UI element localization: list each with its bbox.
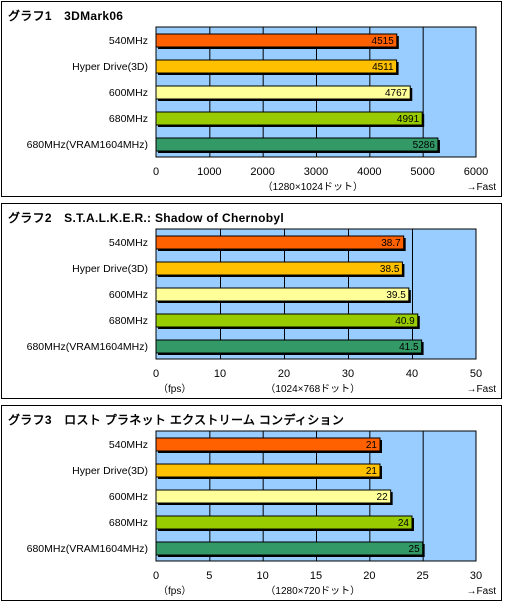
tick-label: 40 bbox=[406, 368, 418, 380]
category-label: 540MHz bbox=[109, 35, 148, 47]
category-label: 540MHz bbox=[109, 237, 148, 249]
resolution-label: （1280×720ドット） bbox=[265, 585, 360, 597]
tick-label: 3000 bbox=[304, 166, 328, 178]
tick-label: 25 bbox=[417, 570, 429, 582]
category-label: Hyper Drive(3D) bbox=[72, 263, 148, 275]
bar bbox=[155, 85, 411, 100]
tick-label: 15 bbox=[310, 570, 322, 582]
data-label: 5286 bbox=[413, 140, 436, 151]
chart-title: グラフ2 S.T.A.L.K.E.R.: Shadow of Chernobyl bbox=[8, 211, 285, 225]
tick-label: 6000 bbox=[464, 166, 488, 178]
bar bbox=[155, 339, 423, 354]
data-label: 25 bbox=[409, 544, 421, 555]
bar bbox=[155, 137, 439, 152]
chart-panel-3: グラフ3 ロスト プラネット エクストリーム コンディション 21 540MHz 2… bbox=[1, 405, 502, 601]
tick-label: 0 bbox=[153, 368, 159, 380]
tick-label: 20 bbox=[278, 368, 290, 380]
bar bbox=[155, 111, 423, 126]
data-label: 21 bbox=[366, 440, 378, 451]
category-label: 600MHz bbox=[109, 491, 148, 503]
tick-label: 20 bbox=[363, 570, 375, 582]
data-label: 40.9 bbox=[395, 316, 415, 327]
bar-chart: 38.7 540MHz 38.5 Hyper Drive(3D) 39.5 600MHz 4… bbox=[27, 228, 497, 395]
tick-label: 5 bbox=[206, 570, 212, 582]
chart-title: グラフ3 ロスト プラネット エクストリーム コンディション bbox=[8, 413, 345, 427]
bar bbox=[155, 59, 398, 74]
bar bbox=[155, 541, 424, 556]
data-label: 4991 bbox=[397, 114, 420, 125]
tick-label: 0 bbox=[153, 570, 159, 582]
data-label: 4511 bbox=[372, 62, 394, 73]
tick-label: 5000 bbox=[410, 166, 434, 178]
tick-label: 50 bbox=[470, 368, 482, 380]
unit-label: （fps） bbox=[158, 383, 191, 395]
unit-label: （fps） bbox=[158, 585, 191, 597]
bar-chart: 4515 540MHz 4511 Hyper Drive(3D) 4767 600MHz 4… bbox=[27, 26, 497, 193]
data-label: 39.5 bbox=[386, 290, 406, 301]
direction-label: →Fast bbox=[467, 384, 497, 395]
tick-label: 10 bbox=[257, 570, 269, 582]
bar bbox=[155, 33, 398, 48]
data-label: 38.7 bbox=[381, 238, 401, 249]
data-label: 41.5 bbox=[399, 342, 419, 353]
bar bbox=[155, 287, 410, 302]
category-label: Hyper Drive(3D) bbox=[72, 465, 148, 477]
bar bbox=[155, 463, 381, 478]
category-label: 600MHz bbox=[109, 87, 148, 99]
category-label: 540MHz bbox=[109, 439, 148, 451]
category-label: 680MHz bbox=[109, 517, 148, 529]
data-label: 24 bbox=[398, 518, 410, 529]
data-label: 38.5 bbox=[380, 264, 400, 275]
tick-label: 1000 bbox=[197, 166, 221, 178]
bar bbox=[155, 515, 413, 530]
tick-label: 10 bbox=[214, 368, 226, 380]
chart-panel-1: グラフ1 3DMark06 4515 540MHz 4511 Hyper Drive(… bbox=[1, 1, 502, 197]
category-label: 680MHz(VRAM1604MHz) bbox=[27, 139, 148, 151]
data-label: 22 bbox=[377, 492, 389, 503]
tick-label: 0 bbox=[153, 166, 159, 178]
category-label: 680MHz bbox=[109, 113, 148, 125]
chart-title: グラフ1 3DMark06 bbox=[8, 9, 124, 23]
resolution-label: （1280×1024ドット） bbox=[263, 181, 363, 193]
chart-panel-2: グラフ2 S.T.A.L.K.E.R.: Shadow of Chernobyl… bbox=[1, 203, 502, 399]
bar bbox=[155, 437, 381, 452]
tick-label: 2000 bbox=[250, 166, 274, 178]
data-label: 21 bbox=[366, 466, 378, 477]
data-label: 4515 bbox=[372, 36, 395, 47]
resolution-label: （1024×768ドット） bbox=[265, 383, 360, 395]
data-label: 4767 bbox=[385, 88, 408, 99]
direction-label: →Fast bbox=[467, 182, 497, 193]
tick-label: 30 bbox=[470, 570, 482, 582]
category-label: 600MHz bbox=[109, 289, 148, 301]
bar bbox=[155, 261, 403, 276]
category-label: 680MHz(VRAM1604MHz) bbox=[27, 341, 148, 353]
bar-chart: 21 540MHz 21 Hyper Drive(3D) 22 600MHz 24 680MH… bbox=[27, 430, 497, 597]
tick-label: 30 bbox=[342, 368, 354, 380]
category-label: Hyper Drive(3D) bbox=[72, 61, 148, 73]
category-label: 680MHz(VRAM1604MHz) bbox=[27, 543, 148, 555]
tick-label: 4000 bbox=[357, 166, 381, 178]
direction-label: →Fast bbox=[467, 586, 497, 597]
bar bbox=[155, 313, 419, 328]
bar bbox=[155, 235, 405, 250]
bar bbox=[155, 489, 392, 504]
category-label: 680MHz bbox=[109, 315, 148, 327]
